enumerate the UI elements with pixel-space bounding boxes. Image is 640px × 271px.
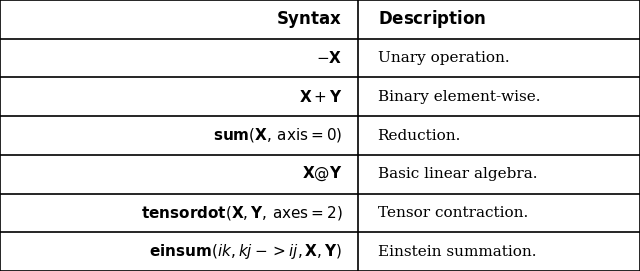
Text: $-\mathbf{X}$: $-\mathbf{X}$ [316, 50, 342, 66]
Text: Einstein summation.: Einstein summation. [378, 245, 536, 259]
Text: $\mathbf{X}+\mathbf{Y}$: $\mathbf{X}+\mathbf{Y}$ [299, 89, 342, 105]
Text: $\mathbf{tensordot}(\mathbf{X},\mathbf{Y},\,\mathrm{axes}=2)$: $\mathbf{tensordot}(\mathbf{X},\mathbf{Y… [141, 204, 342, 222]
Text: $\mathbf{einsum}(ik,kj->ij,\mathbf{X},\mathbf{Y})$: $\mathbf{einsum}(ik,kj->ij,\mathbf{X},\m… [149, 242, 342, 261]
Text: $\bf{Syntax}$: $\bf{Syntax}$ [276, 9, 342, 30]
Text: Unary operation.: Unary operation. [378, 51, 509, 65]
Text: $\bf{Description}$: $\bf{Description}$ [378, 8, 486, 30]
Text: Reduction.: Reduction. [378, 128, 461, 143]
Text: Tensor contraction.: Tensor contraction. [378, 206, 528, 220]
Text: $\mathbf{X}@\mathbf{Y}$: $\mathbf{X}@\mathbf{Y}$ [302, 165, 342, 183]
Text: Basic linear algebra.: Basic linear algebra. [378, 167, 537, 181]
Text: $\mathbf{sum}(\mathbf{X},\,\mathrm{axis}=0)$: $\mathbf{sum}(\mathbf{X},\,\mathrm{axis}… [213, 127, 342, 144]
Text: Binary element-wise.: Binary element-wise. [378, 90, 540, 104]
